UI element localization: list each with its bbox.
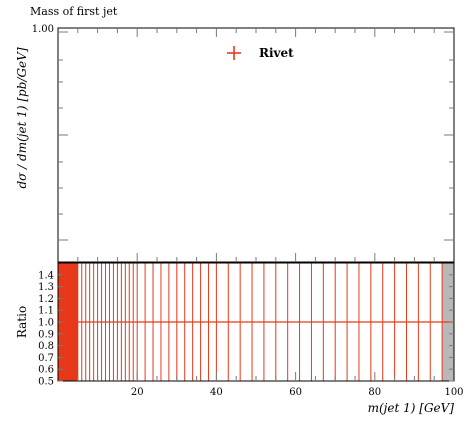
ratio-ytick-label: 1.2 [38,294,54,305]
main-ticks [58,28,454,262]
main-panel-frame [57,27,455,263]
ratio-ytick-label: 0.5 [38,377,54,388]
legend: Rivet [227,46,294,60]
plot-title: Mass of first jet [30,5,118,18]
x-tick-label: 40 [210,387,223,398]
x-tick-label: 80 [368,387,381,398]
legend-label-rivet: Rivet [259,46,294,60]
x-axis-label: m(jet 1) [GeV] [368,401,455,415]
ratio-ytick-label: 0.9 [38,329,54,340]
ratio-ytick-label: 0.7 [38,353,54,364]
ratio-ytick-label: 1.1 [38,306,54,317]
x-tick-label: 20 [131,387,144,398]
ratio-ytick-label: 1.4 [38,270,54,281]
x-tick-label: 60 [289,387,302,398]
ratio-ticks [58,274,454,382]
ratio-ytick-label: 0.8 [38,341,54,352]
main-ytick-label: 1.00 [32,24,54,35]
ratio-xtick-labels: 20 40 60 80 100 [131,387,464,398]
ratio-ytick-labels: 0.50.60.70.80.91.01.11.21.31.4 [38,270,54,387]
x-tick-label: 100 [444,387,463,398]
ratio-ytick-label: 1.3 [38,282,54,293]
ratio-ytick-label: 1.0 [38,318,54,329]
ratio-ytick-label: 0.6 [38,365,54,376]
ratio-y-axis-label: Ratio [15,306,29,338]
main-y-axis-label: dσ / dm(jet 1) [pb/GeV] [15,47,29,188]
